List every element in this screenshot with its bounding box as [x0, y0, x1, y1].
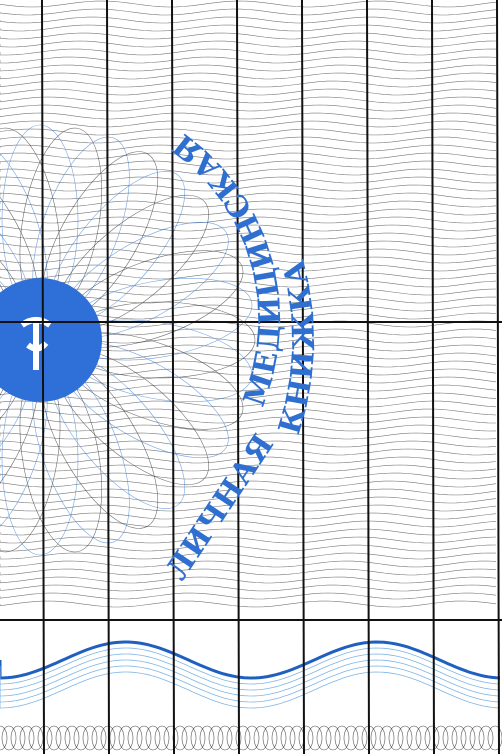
- page: ЛИЧНАЯ МЕДИЦИНСКАЯ КНИЖКА (() => { const…: [0, 0, 502, 754]
- cover: ЛИЧНАЯ МЕДИЦИНСКАЯ КНИЖКА: [0, 0, 502, 754]
